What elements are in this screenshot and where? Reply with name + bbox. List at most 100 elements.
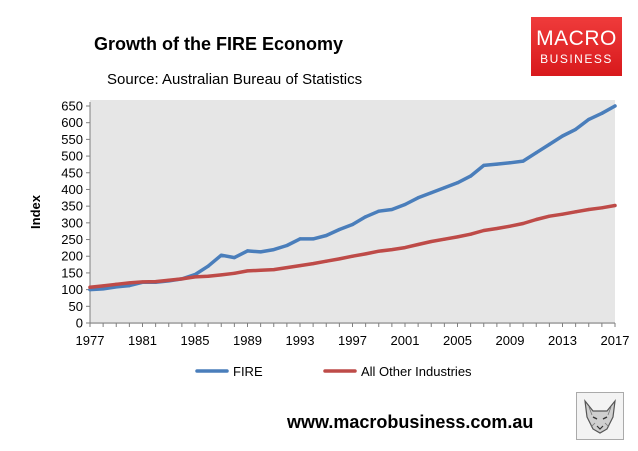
data-point-fire (429, 191, 433, 195)
data-point-fire (377, 209, 381, 213)
x-tick-label: 1997 (338, 333, 367, 348)
data-point-all-other-industries (245, 269, 250, 273)
y-tick-label: 0 (76, 316, 83, 331)
y-tick-label: 250 (61, 232, 83, 247)
data-point-all-other-industries (403, 245, 407, 250)
data-point-all-other-industries (455, 235, 460, 239)
fox-drawing (584, 398, 616, 434)
data-point-all-other-industries (587, 207, 591, 212)
y-tick-label: 450 (61, 165, 83, 180)
logo-line-2: BUSINESS (540, 52, 613, 66)
x-tick-label: 1985 (181, 333, 210, 348)
data-point-fire (101, 287, 105, 291)
data-point-fire (574, 127, 578, 131)
data-point-all-other-industries (547, 214, 551, 218)
data-point-fire (364, 215, 368, 219)
data-point-fire (350, 222, 355, 227)
data-point-fire (390, 207, 394, 212)
data-point-all-other-industries (219, 273, 223, 277)
data-point-all-other-industries (154, 280, 158, 284)
x-tick-label: 1981 (128, 333, 157, 348)
y-tick-label: 350 (61, 199, 83, 214)
data-point-all-other-industries (574, 210, 578, 214)
chart-subtitle: Source: Australian Bureau of Statistics (107, 71, 363, 88)
data-point-fire (298, 237, 302, 241)
y-tick-label: 500 (61, 149, 83, 164)
data-point-all-other-industries (101, 284, 105, 288)
logo-line-1: MACRO (536, 27, 617, 50)
data-point-all-other-industries (311, 261, 315, 266)
data-point-all-other-industries (180, 277, 184, 281)
x-tick-label: 2013 (548, 333, 577, 348)
data-point-all-other-industries (390, 247, 394, 252)
data-point-all-other-industries (324, 259, 328, 263)
data-point-fire (560, 134, 565, 138)
x-tick-label: 2009 (496, 333, 525, 348)
legend: FIRE All Other Industries (195, 364, 472, 379)
data-point-fire (495, 162, 499, 166)
x-tick-label: 2017 (601, 333, 630, 348)
data-point-fire (127, 284, 131, 288)
data-point-all-other-industries (114, 282, 118, 286)
data-point-all-other-industries (416, 242, 420, 247)
data-point-all-other-industries (140, 280, 145, 284)
x-tick-label: 1993 (286, 333, 315, 348)
data-point-all-other-industries (232, 271, 236, 275)
series-layer (88, 104, 617, 292)
x-tick-label: 1989 (233, 333, 262, 348)
data-point-fire (547, 142, 551, 146)
data-point-fire (272, 247, 276, 252)
x-axis: 1977 1981 1985 1989 1993 1997 2001 2005 2009 2013… (76, 322, 630, 348)
data-point-all-other-industries (469, 232, 473, 236)
macrobusiness-logo[interactable]: MACRO BUSINESS (531, 17, 622, 76)
fox-icon (576, 392, 624, 440)
x-tick-label: 1977 (76, 333, 105, 348)
y-tick-label: 650 (61, 99, 83, 114)
data-point-fire (613, 104, 617, 108)
y-tick-label: 100 (61, 282, 83, 297)
chart-title: Growth of the FIRE Economy (94, 34, 344, 54)
data-point-fire (534, 151, 538, 155)
data-point-fire (324, 233, 328, 238)
data-point-all-other-industries (337, 257, 341, 261)
data-point-all-other-industries (613, 203, 617, 208)
data-point-fire (311, 237, 315, 241)
data-point-all-other-industries (495, 226, 499, 231)
data-point-all-other-industries (442, 237, 446, 241)
data-point-fire (521, 159, 525, 163)
data-point-all-other-industries (259, 268, 263, 272)
data-point-all-other-industries (482, 228, 486, 233)
data-point-fire (469, 174, 473, 178)
y-tick-label: 200 (61, 249, 83, 264)
y-tick-label: 50 (69, 299, 83, 314)
data-point-fire (600, 111, 604, 115)
data-point-all-other-industries (298, 263, 302, 268)
data-point-fire (455, 181, 460, 185)
data-point-all-other-industries (206, 274, 210, 278)
data-point-fire (416, 196, 420, 200)
data-point-fire (587, 117, 591, 121)
y-tick-label: 150 (61, 265, 83, 280)
y-tick-label: 400 (61, 182, 83, 197)
x-tick-label: 2005 (443, 333, 472, 348)
data-point-all-other-industries (127, 281, 131, 285)
data-point-fire (508, 161, 512, 165)
data-point-all-other-industries (272, 267, 276, 272)
y-tick-label: 550 (61, 132, 83, 147)
y-axis-label: Index (28, 194, 43, 229)
y-tick-label: 600 (61, 115, 83, 130)
data-point-fire (442, 186, 446, 190)
legend-label-all-other-industries: All Other Industries (361, 364, 472, 379)
data-point-fire (232, 255, 236, 260)
data-point-all-other-industries (88, 285, 92, 289)
data-point-fire (219, 253, 223, 257)
legend-label-fire: FIRE (233, 364, 263, 379)
footer-url[interactable]: www.macrobusiness.com.au (287, 412, 534, 432)
data-point-all-other-industries (560, 212, 565, 216)
data-point-all-other-industries (364, 252, 368, 256)
data-point-all-other-industries (377, 249, 381, 253)
y-tick-label: 300 (61, 215, 83, 230)
data-point-all-other-industries (521, 221, 525, 226)
